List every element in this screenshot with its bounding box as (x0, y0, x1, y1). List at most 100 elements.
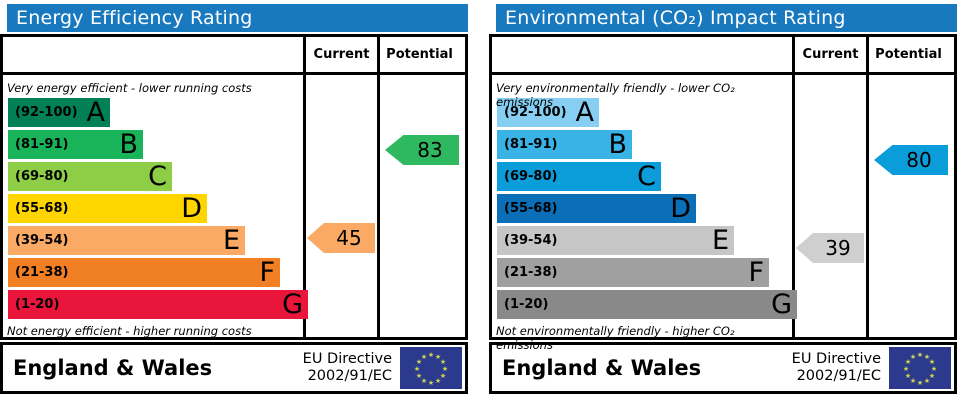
band-bar-e: (39-54) E (497, 226, 734, 255)
band-range: (1-20) (504, 297, 549, 312)
potential-column-header: Potential (875, 47, 942, 62)
svg-text:★: ★ (421, 353, 427, 361)
table-header-row: Current Potential (3, 37, 465, 75)
band-letter: A (575, 97, 594, 128)
band-letter: C (148, 161, 167, 192)
svg-text:★: ★ (910, 377, 916, 385)
band-range: (39-54) (15, 233, 69, 248)
band-bar-d: (55-68) D (8, 194, 207, 223)
band-bar-e: (39-54) E (8, 226, 245, 255)
band-letter: E (711, 225, 729, 256)
table-header-row: Current Potential (492, 37, 954, 75)
svg-text:★: ★ (428, 379, 434, 387)
energy-efficiency-panel: Energy Efficiency Rating Current Potenti… (0, 0, 468, 394)
current-rating-value: 45 (336, 226, 362, 250)
table-body-row: Very environmentally friendly - lower CO… (492, 75, 954, 352)
eu-directive-line1: EU Directive (791, 351, 881, 367)
band-bar-c: (69-80) C (8, 162, 172, 191)
svg-text:★: ★ (903, 365, 909, 373)
panel-footer: England & Wales EU Directive 2002/91/EC … (0, 342, 468, 394)
svg-text:★: ★ (440, 358, 446, 366)
svg-text:★: ★ (440, 372, 446, 380)
band-bar-f: (21-38) F (497, 258, 769, 287)
band-range: (69-80) (504, 169, 558, 184)
band-range: (69-80) (15, 169, 69, 184)
band-range: (55-68) (15, 201, 69, 216)
svg-text:★: ★ (910, 353, 916, 361)
top-note: Very energy efficient - lower running co… (7, 81, 252, 95)
band-letter: F (259, 257, 275, 288)
band-letter: B (608, 129, 627, 160)
current-column: 45 (306, 75, 380, 337)
band-letter: A (86, 97, 105, 128)
band-bar-c: (69-80) C (497, 162, 661, 191)
eu-directive-line2: 2002/91/EC (796, 368, 881, 384)
band-letter: D (181, 193, 202, 224)
svg-text:★: ★ (924, 377, 930, 385)
current-column-header: Current (795, 37, 869, 72)
current-column: 39 (795, 75, 869, 337)
rating-table: Current Potential Very energy efficient … (0, 34, 468, 340)
band-letter: G (282, 289, 303, 320)
epc-charts: Energy Efficiency Rating Current Potenti… (0, 0, 957, 394)
eu-flag-icon: ★ ★★ ★★★ ★★★ ★★★ (400, 347, 462, 389)
potential-column: 83 (380, 75, 459, 337)
bottom-note: Not environmentally friendly - higher CO… (496, 324, 735, 352)
band-bar-f: (21-38) F (8, 258, 280, 287)
top-note: Very environmentally friendly - lower CO… (496, 81, 735, 109)
panel-footer: England & Wales EU Directive 2002/91/EC … (489, 342, 957, 394)
svg-text:★: ★ (421, 377, 427, 385)
svg-text:★: ★ (917, 351, 923, 359)
band-letter: E (222, 225, 240, 256)
table-body-row: Very energy efficient - lower running co… (3, 75, 465, 338)
potential-column: 80 (869, 75, 948, 337)
current-column-header: Current (306, 37, 380, 72)
band-bar-b: (81-91) B (497, 130, 632, 159)
header-spacer-cell (492, 37, 795, 72)
band-range: (39-54) (504, 233, 558, 248)
svg-text:★: ★ (929, 372, 935, 380)
svg-text:★: ★ (917, 379, 923, 387)
band-bar-b: (81-91) B (8, 130, 143, 159)
band-range: (21-38) (15, 265, 69, 280)
potential-rating-arrow: 83 (385, 135, 459, 165)
bottom-note: Not energy efficient - higher running co… (7, 324, 252, 338)
band-letter: D (670, 193, 691, 224)
band-range: (92-100) (504, 105, 567, 120)
eu-directive-line2: 2002/91/EC (307, 368, 392, 384)
svg-text:★: ★ (905, 358, 911, 366)
band-bar-g: (1-20) G (497, 290, 797, 319)
svg-text:★: ★ (416, 358, 422, 366)
band-range: (55-68) (504, 201, 558, 216)
panel-title: Environmental (CO₂) Impact Rating (496, 4, 957, 32)
rating-scale: Very energy efficient - lower running co… (3, 75, 308, 338)
band-bar-g: (1-20) G (8, 290, 308, 319)
rating-scale: Very environmentally friendly - lower CO… (492, 75, 797, 352)
band-bars: (92-100) A (81-91) B (69-80) C (55-68) (8, 97, 308, 319)
panel-title: Energy Efficiency Rating (7, 4, 468, 32)
eu-directive-line1: EU Directive (302, 351, 392, 367)
band-range: (21-38) (504, 265, 558, 280)
band-range: (1-20) (15, 297, 60, 312)
environmental-impact-panel: Environmental (CO₂) Impact Rating Curren… (489, 0, 957, 394)
band-range: (92-100) (15, 105, 78, 120)
band-bar-d: (55-68) D (497, 194, 696, 223)
rating-table: Current Potential Very environmentally f… (489, 34, 957, 352)
svg-text:★: ★ (414, 365, 420, 373)
header-spacer-cell (3, 37, 306, 72)
svg-text:★: ★ (435, 377, 441, 385)
current-rating-value: 39 (825, 236, 851, 260)
potential-column-header: Potential (386, 47, 453, 62)
svg-text:★: ★ (931, 365, 937, 373)
potential-rating-arrow: 80 (874, 145, 948, 175)
band-letter: B (119, 129, 138, 160)
region-label: England & Wales (502, 356, 702, 380)
band-bar-a: (92-100) A (497, 98, 599, 127)
potential-rating-value: 80 (906, 148, 932, 172)
potential-rating-value: 83 (417, 138, 443, 162)
current-rating-arrow: 39 (796, 233, 864, 263)
band-range: (81-91) (15, 137, 69, 152)
region-label: England & Wales (13, 356, 213, 380)
band-range: (81-91) (504, 137, 558, 152)
eu-directive-label: EU Directive 2002/91/EC (303, 351, 392, 385)
